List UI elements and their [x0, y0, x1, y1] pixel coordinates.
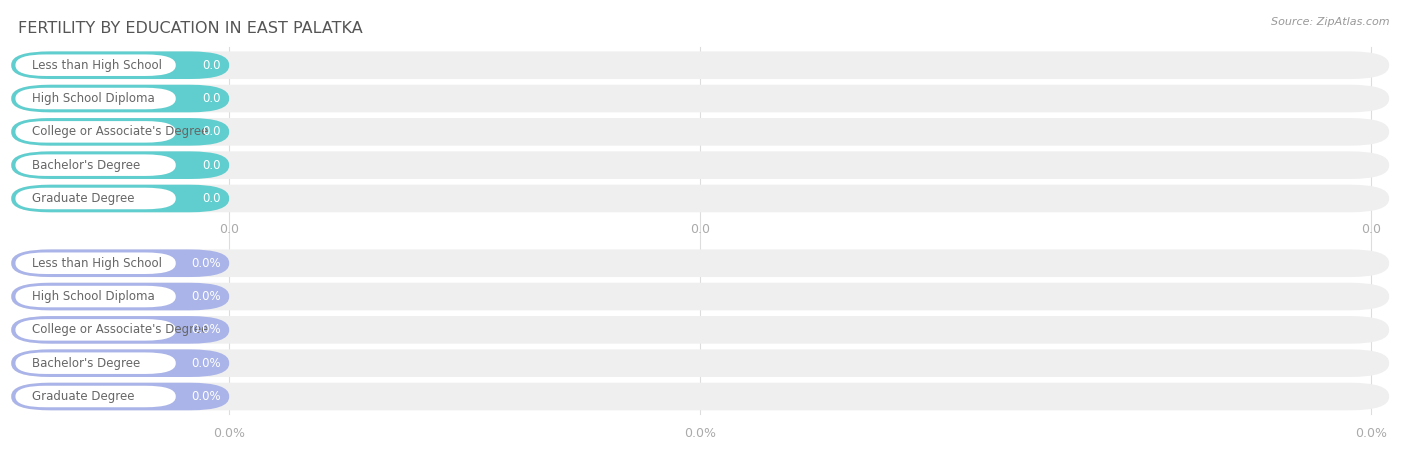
FancyBboxPatch shape [11, 51, 1389, 79]
FancyBboxPatch shape [11, 151, 229, 179]
Text: College or Associate's Degree: College or Associate's Degree [32, 125, 208, 139]
FancyBboxPatch shape [15, 252, 176, 274]
FancyBboxPatch shape [15, 154, 176, 176]
Text: 0.0%: 0.0% [191, 390, 221, 403]
FancyBboxPatch shape [11, 316, 229, 344]
FancyBboxPatch shape [11, 383, 229, 410]
Text: Less than High School: Less than High School [32, 257, 162, 270]
FancyBboxPatch shape [11, 249, 229, 277]
FancyBboxPatch shape [11, 185, 229, 212]
FancyBboxPatch shape [11, 118, 1389, 146]
FancyBboxPatch shape [15, 352, 176, 374]
Text: 0.0%: 0.0% [214, 426, 245, 440]
FancyBboxPatch shape [15, 54, 176, 76]
Text: 0.0: 0.0 [202, 92, 221, 105]
FancyBboxPatch shape [11, 85, 229, 112]
Text: FERTILITY BY EDUCATION IN EAST PALATKA: FERTILITY BY EDUCATION IN EAST PALATKA [18, 21, 363, 37]
Text: 0.0: 0.0 [219, 223, 239, 236]
FancyBboxPatch shape [11, 185, 1389, 212]
FancyBboxPatch shape [11, 151, 1389, 179]
FancyBboxPatch shape [11, 118, 229, 146]
Text: 0.0%: 0.0% [1355, 426, 1386, 440]
FancyBboxPatch shape [11, 349, 1389, 377]
Text: 0.0: 0.0 [202, 159, 221, 172]
Text: Source: ZipAtlas.com: Source: ZipAtlas.com [1271, 17, 1389, 27]
Text: Less than High School: Less than High School [32, 59, 162, 72]
FancyBboxPatch shape [15, 386, 176, 407]
Text: 0.0%: 0.0% [685, 426, 716, 440]
FancyBboxPatch shape [15, 88, 176, 109]
Text: 0.0%: 0.0% [191, 257, 221, 270]
FancyBboxPatch shape [15, 188, 176, 209]
FancyBboxPatch shape [11, 51, 229, 79]
FancyBboxPatch shape [15, 121, 176, 143]
FancyBboxPatch shape [15, 286, 176, 307]
Text: 0.0%: 0.0% [191, 290, 221, 303]
Text: Graduate Degree: Graduate Degree [32, 192, 135, 205]
FancyBboxPatch shape [11, 349, 229, 377]
Text: 0.0%: 0.0% [191, 323, 221, 337]
FancyBboxPatch shape [11, 283, 1389, 310]
Text: 0.0: 0.0 [202, 59, 221, 72]
Text: Graduate Degree: Graduate Degree [32, 390, 135, 403]
FancyBboxPatch shape [11, 316, 1389, 344]
FancyBboxPatch shape [11, 283, 229, 310]
FancyBboxPatch shape [11, 249, 1389, 277]
Text: 0.0%: 0.0% [191, 357, 221, 370]
FancyBboxPatch shape [11, 85, 1389, 112]
Text: High School Diploma: High School Diploma [32, 92, 155, 105]
Text: 0.0: 0.0 [1361, 223, 1381, 236]
Text: Bachelor's Degree: Bachelor's Degree [32, 159, 141, 172]
Text: College or Associate's Degree: College or Associate's Degree [32, 323, 208, 337]
FancyBboxPatch shape [15, 319, 176, 341]
Text: 0.0: 0.0 [690, 223, 710, 236]
Text: 0.0: 0.0 [202, 192, 221, 205]
Text: High School Diploma: High School Diploma [32, 290, 155, 303]
FancyBboxPatch shape [11, 383, 1389, 410]
Text: 0.0: 0.0 [202, 125, 221, 139]
Text: Bachelor's Degree: Bachelor's Degree [32, 357, 141, 370]
